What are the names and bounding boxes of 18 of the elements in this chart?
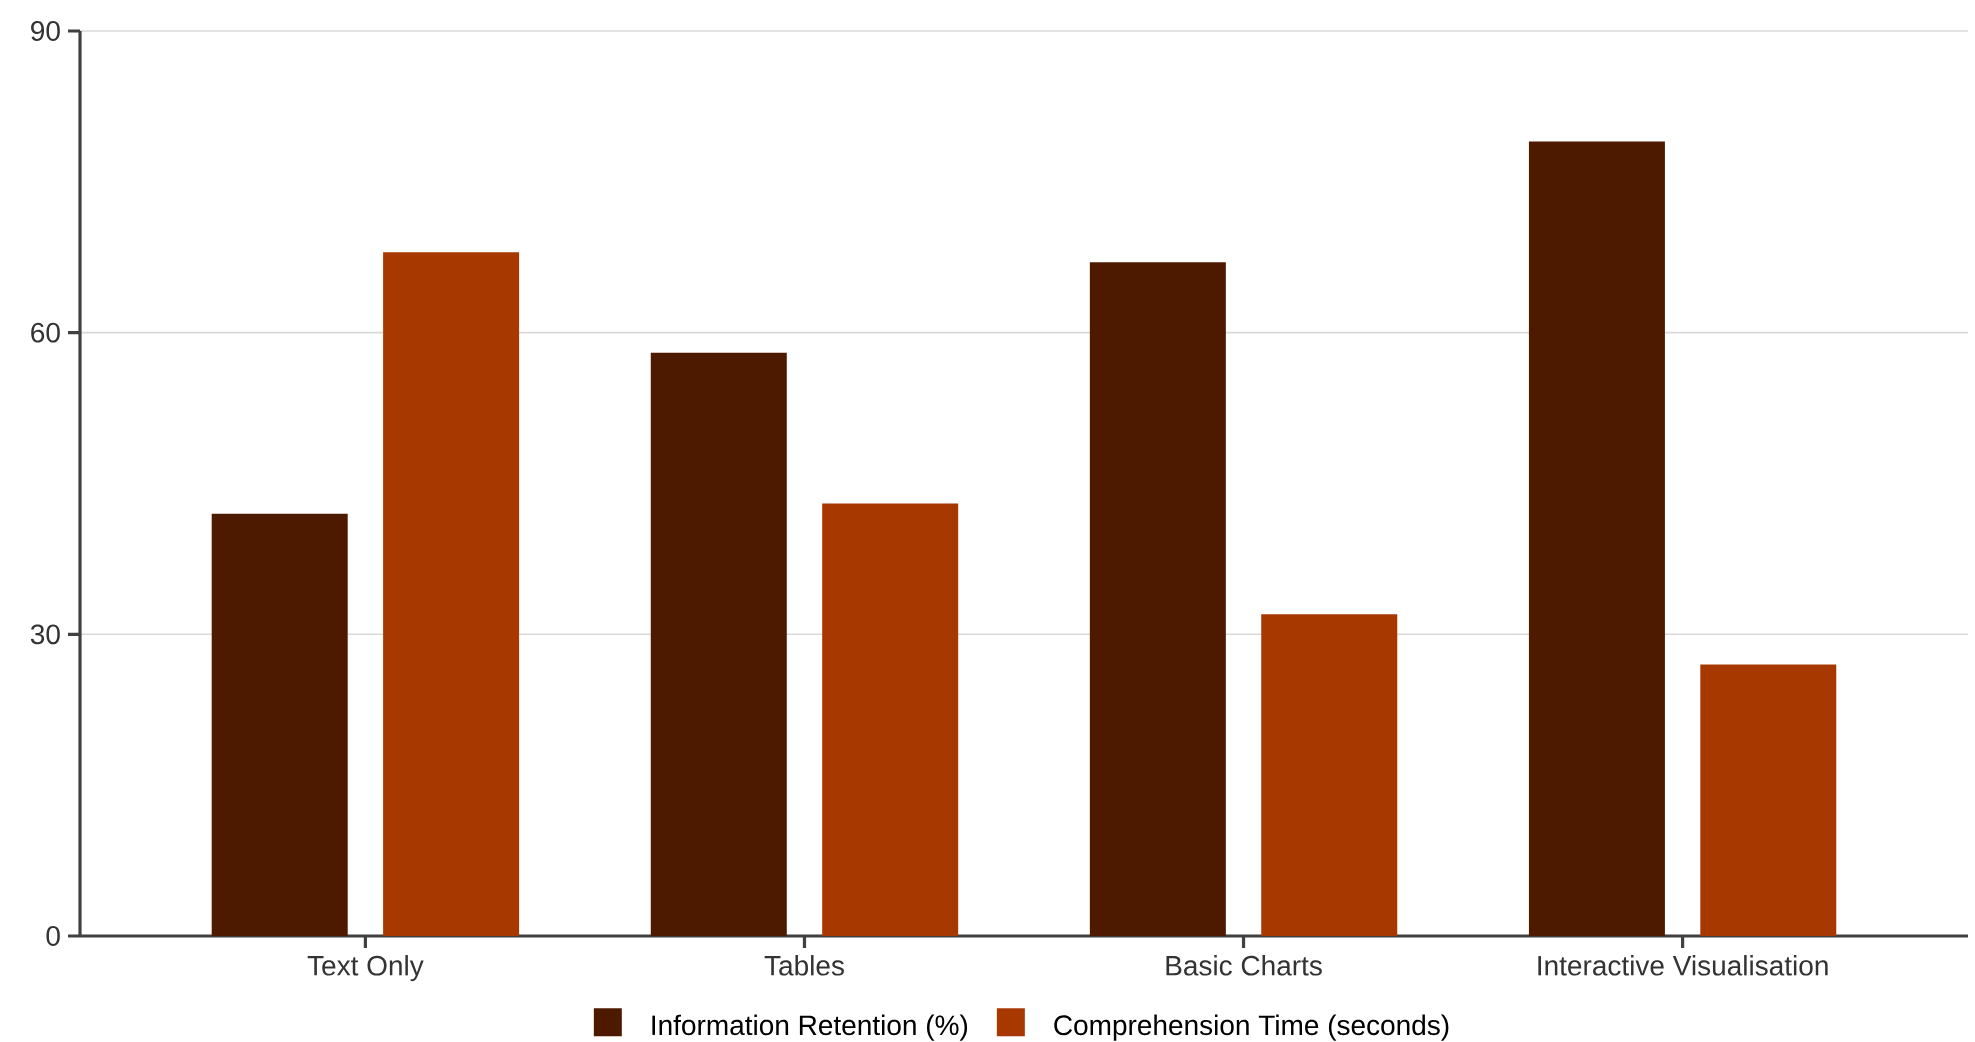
bar [383,252,520,936]
bar [1261,614,1398,936]
bar [1700,664,1837,936]
x-tick-label: Interactive Visualisation [1538,955,1828,976]
legend-label: Comprehension Time (seconds) [1054,1014,1449,1041]
y-tick-label: 60 [31,322,60,343]
bar [650,352,787,936]
y-tick-label: 90 [31,21,60,41]
x-tick-label: Basic Charts [1166,955,1322,976]
x-tick-label: Text Only [307,955,424,982]
bar [1089,262,1226,936]
y-tick-label: 0 [46,926,60,946]
bar [822,503,959,936]
y-tick-label: 30 [30,624,60,645]
legend-label: Information Retention (%) [652,1014,968,1041]
bar [1528,141,1665,936]
bar [211,513,348,936]
x-tick-label: Tables [764,955,844,976]
